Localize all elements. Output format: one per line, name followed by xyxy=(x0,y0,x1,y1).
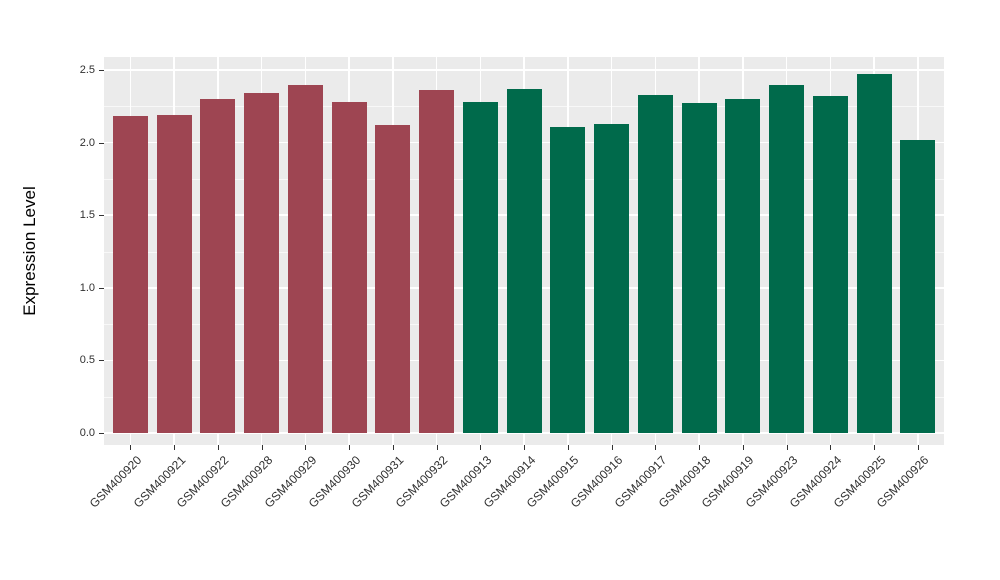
x-tick-mark xyxy=(130,445,132,450)
x-tick-mark xyxy=(742,445,744,450)
x-tick-mark xyxy=(436,445,438,450)
x-tick-mark xyxy=(261,445,263,450)
bar-GSM400932 xyxy=(419,90,454,433)
bar-GSM400917 xyxy=(637,94,673,433)
y-tick-label: 2.5 xyxy=(79,64,95,76)
y-tick-mark xyxy=(99,215,104,217)
y-tick-mark xyxy=(99,142,104,144)
x-tick-mark xyxy=(830,445,832,450)
bar-GSM400915 xyxy=(550,126,586,433)
bar-GSM400923 xyxy=(769,84,804,433)
y-axis-title: Expression Level xyxy=(20,186,39,316)
bar-GSM400926 xyxy=(900,139,936,433)
x-tick-mark xyxy=(786,445,788,450)
x-tick-mark xyxy=(480,445,482,450)
x-tick-mark xyxy=(699,445,700,450)
x-tick-mark xyxy=(392,445,394,450)
x-tick-mark xyxy=(874,445,875,450)
x-tick-mark xyxy=(524,445,525,450)
bar-GSM400920 xyxy=(112,116,148,433)
bar-GSM400919 xyxy=(725,99,761,433)
x-tick-mark xyxy=(611,445,613,450)
y-tick-mark xyxy=(99,360,104,362)
bar-GSM400922 xyxy=(200,99,236,433)
bar-GSM400929 xyxy=(287,84,323,433)
bar-GSM400914 xyxy=(506,88,542,433)
x-tick-mark xyxy=(349,445,350,450)
bar-GSM400928 xyxy=(244,93,279,433)
x-tick-mark xyxy=(917,445,919,450)
y-tick-label: 1.5 xyxy=(79,209,95,222)
x-tick-mark xyxy=(567,445,569,450)
bar-GSM400930 xyxy=(331,101,367,433)
y-tick-label: 0.5 xyxy=(79,354,95,367)
plot-panel xyxy=(104,57,944,445)
bar-GSM400924 xyxy=(812,96,848,433)
y-tick-mark xyxy=(99,70,104,71)
bar-GSM400921 xyxy=(156,115,192,433)
y-tick-mark xyxy=(99,287,104,289)
bar-GSM400931 xyxy=(375,125,411,433)
bar-GSM400918 xyxy=(681,103,717,433)
bar-GSM400913 xyxy=(462,101,498,433)
y-tick-mark xyxy=(99,433,104,434)
x-tick-mark xyxy=(305,445,307,450)
x-tick-mark xyxy=(655,445,657,450)
y-tick-label: 1.0 xyxy=(79,281,95,294)
y-tick-label: 0.0 xyxy=(79,427,95,439)
x-tick-mark xyxy=(174,445,175,450)
bar-GSM400925 xyxy=(856,74,892,433)
x-tick-mark xyxy=(217,445,219,450)
y-tick-label: 2.0 xyxy=(79,136,95,149)
bar-GSM400916 xyxy=(594,123,629,433)
